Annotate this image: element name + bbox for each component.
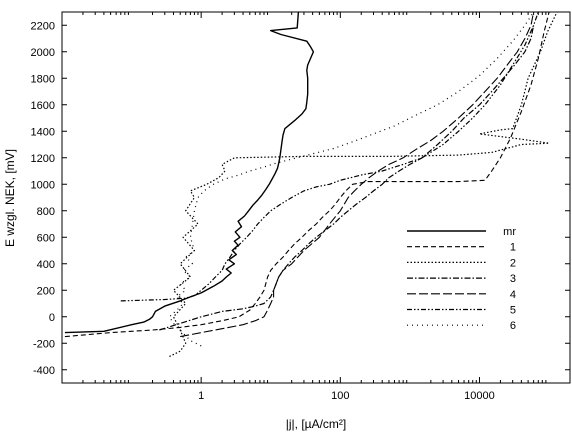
x-tick-label: 10000 [464, 390, 495, 402]
y-tick-label: -200 [33, 338, 55, 350]
legend-label-mr: mr [503, 226, 516, 238]
series-line-5 [120, 12, 539, 302]
y-tick-label: 1800 [31, 73, 55, 85]
legend-label-2: 2 [510, 257, 516, 269]
legend: mr 1 2 3 4 5 6 [407, 226, 516, 332]
y-tick-label: 0 [49, 312, 55, 324]
plot-frame [61, 11, 571, 384]
y-tick-label: 1400 [31, 126, 55, 138]
legend-label-1: 1 [510, 242, 516, 254]
y-tick-label: 1000 [31, 179, 55, 191]
x-tick-label: 100 [331, 390, 349, 402]
y-tick-label: 800 [37, 206, 55, 218]
series-line-4 [180, 12, 535, 338]
series-line-1 [64, 12, 550, 338]
y-tick-label: 200 [37, 285, 55, 297]
y-tick-label: 1200 [31, 153, 55, 165]
series-line-mr [64, 12, 315, 334]
y-tick-label: 400 [37, 259, 55, 271]
x-tick-label: 1 [198, 390, 204, 402]
y-tick-label: -400 [33, 365, 55, 377]
plot-area [64, 12, 558, 358]
axis-ticks: -400 -200 0 200 400 600 800 1000 1200 1400 1600 180… [31, 12, 570, 402]
legend-label-5: 5 [510, 305, 516, 317]
legend-label-4: 4 [510, 289, 516, 301]
y-tick-label: 600 [37, 232, 55, 244]
series-line-6 [168, 12, 535, 347]
y-tick-label: 1600 [31, 100, 55, 112]
y-tick-label: 2000 [31, 47, 55, 59]
y-tick-label: 2200 [31, 20, 55, 32]
legend-label-6: 6 [510, 320, 516, 332]
legend-label-3: 3 [510, 273, 516, 285]
series-line-2 [169, 12, 558, 358]
y-axis-label: E wzgl. NEK, [mV] [3, 149, 17, 247]
x-axis-label: |j|, [µA/cm²] [286, 417, 346, 431]
